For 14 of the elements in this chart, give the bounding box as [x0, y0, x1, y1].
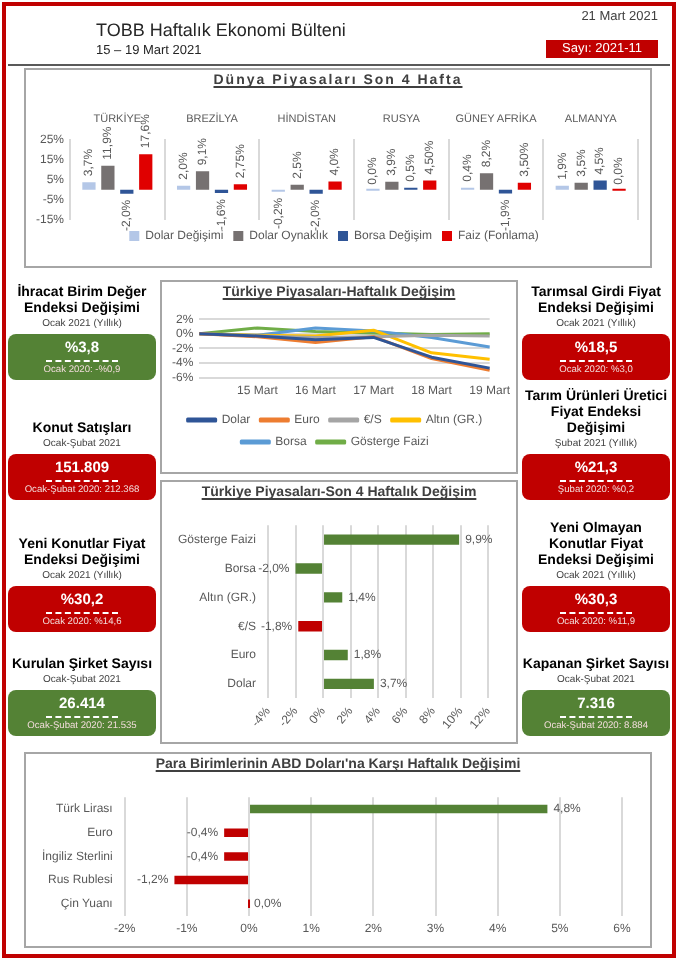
bar [139, 154, 153, 190]
bar [593, 180, 607, 190]
bar [195, 171, 210, 190]
bar [101, 165, 115, 190]
bar [385, 181, 399, 190]
bar [423, 180, 437, 190]
text: TOBB Haftalık Ekonomi Bülteni [96, 20, 346, 40]
bar [290, 184, 304, 190]
bar [233, 184, 248, 190]
bar [517, 182, 532, 190]
bar [82, 182, 96, 190]
bar [328, 181, 342, 190]
bar [574, 182, 588, 190]
bar [479, 173, 494, 190]
